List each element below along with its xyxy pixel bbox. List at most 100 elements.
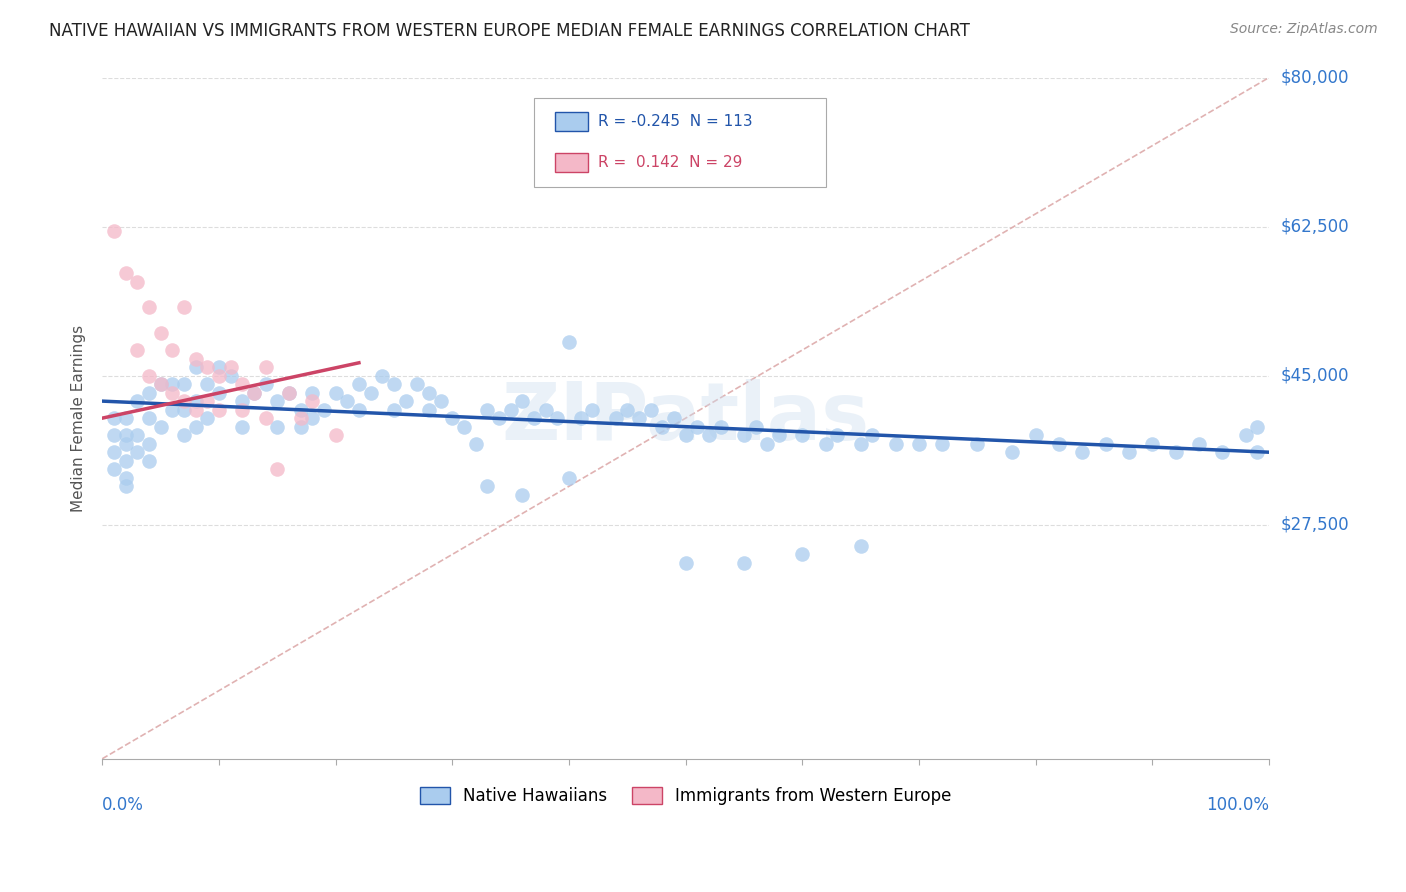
Point [254,377,277,392]
Point [382,402,405,417]
Point [382,377,405,392]
Point [651,419,673,434]
Point [231,394,253,409]
Point [301,385,323,400]
Point [231,402,253,417]
Point [1211,445,1233,459]
Point [208,402,231,417]
Point [1234,428,1257,442]
Point [325,385,347,400]
Point [149,326,172,340]
Point [418,385,440,400]
Point [768,428,790,442]
Point [208,368,231,383]
Point [138,301,160,315]
Text: $80,000: $80,000 [1281,69,1348,87]
Point [662,411,685,425]
Point [616,402,638,417]
Point [1188,436,1211,450]
Point [184,419,207,434]
Point [114,479,136,493]
Point [1094,436,1116,450]
Point [675,556,697,570]
Point [266,419,288,434]
Point [510,394,533,409]
Point [266,462,288,476]
Point [394,394,416,409]
Point [127,445,149,459]
Point [1071,445,1094,459]
Point [966,436,988,450]
Point [138,436,160,450]
Point [360,385,382,400]
Point [103,411,125,425]
Point [1025,428,1047,442]
Point [149,419,172,434]
Point [254,411,277,425]
Point [1246,419,1268,434]
Point [756,436,779,450]
Point [149,377,172,392]
Point [184,351,207,366]
Bar [555,153,588,172]
Point [792,548,814,562]
Text: 0.0%: 0.0% [103,797,143,814]
Point [184,402,207,417]
Point [686,419,709,434]
Point [464,436,486,450]
Point [499,402,522,417]
Point [675,428,697,442]
Point [733,428,755,442]
Point [127,343,149,357]
Point [138,454,160,468]
Point [173,402,195,417]
Point [219,359,242,374]
Point [266,394,288,409]
Point [453,419,475,434]
Point [849,539,872,553]
Point [418,402,440,417]
Point [127,394,149,409]
Text: $62,500: $62,500 [1281,218,1348,235]
Point [908,436,931,450]
Point [208,359,231,374]
Text: $45,000: $45,000 [1281,367,1348,384]
Point [231,419,253,434]
Text: 100.0%: 100.0% [1206,797,1270,814]
Point [149,377,172,392]
Bar [555,112,588,131]
Point [1001,445,1024,459]
Text: R =  0.142  N = 29: R = 0.142 N = 29 [598,155,742,170]
Point [208,385,231,400]
Point [710,419,733,434]
Point [488,411,510,425]
Point [441,411,464,425]
Point [347,402,370,417]
FancyBboxPatch shape [534,98,825,186]
Point [195,411,218,425]
Point [231,377,253,392]
Point [510,488,533,502]
Point [534,402,557,417]
Text: $27,500: $27,500 [1281,516,1348,533]
Point [325,428,347,442]
Point [138,368,160,383]
Point [138,385,160,400]
Point [243,385,266,400]
Point [884,436,907,450]
Point [254,359,277,374]
Point [312,402,335,417]
Legend: Native Hawaiians, Immigrants from Western Europe: Native Hawaiians, Immigrants from Wester… [413,780,959,812]
Point [173,394,195,409]
Text: ZIPatlas: ZIPatlas [502,379,870,458]
Point [114,266,136,280]
Point [103,462,125,476]
Point [103,224,125,238]
Point [195,394,218,409]
Point [114,411,136,425]
Point [243,385,266,400]
Point [290,411,312,425]
Point [744,419,766,434]
Point [277,385,299,400]
Y-axis label: Median Female Earnings: Median Female Earnings [72,325,86,512]
